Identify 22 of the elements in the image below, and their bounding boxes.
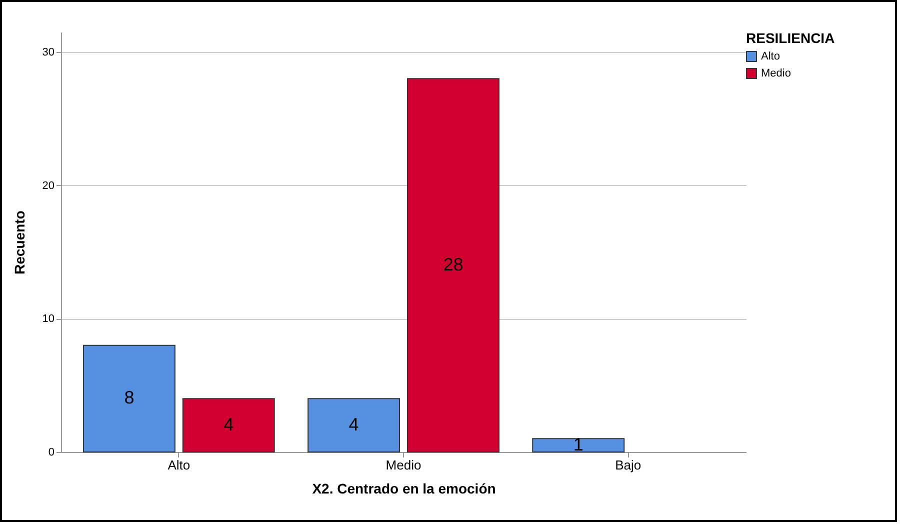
legend-title: RESILIENCIA xyxy=(746,30,835,46)
y-tick-label: 30 xyxy=(42,46,54,58)
x-tick-label: Bajo xyxy=(615,458,642,472)
y-axis-title: Recuento xyxy=(11,210,28,274)
bar xyxy=(82,344,176,452)
y-tick-label: 20 xyxy=(42,180,54,192)
data-label: 4 xyxy=(348,414,359,434)
data-label: 1 xyxy=(573,434,584,454)
x-tick-label: Alto xyxy=(168,458,190,472)
legend-label: Medio xyxy=(761,68,791,80)
x-tick-label: Medio xyxy=(386,458,422,472)
bar xyxy=(532,438,625,452)
bar xyxy=(308,398,400,452)
y-tick-label: 0 xyxy=(48,446,54,458)
y-tick-label: 10 xyxy=(42,313,54,326)
data-label: 28 xyxy=(443,254,464,274)
x-axis-title: X2. Centrado en la emoción xyxy=(312,480,496,496)
data-label: 8 xyxy=(124,388,134,408)
data-label: 4 xyxy=(224,414,234,434)
bar xyxy=(182,398,275,452)
bar xyxy=(406,78,500,452)
legend-label: Alto xyxy=(761,50,780,62)
